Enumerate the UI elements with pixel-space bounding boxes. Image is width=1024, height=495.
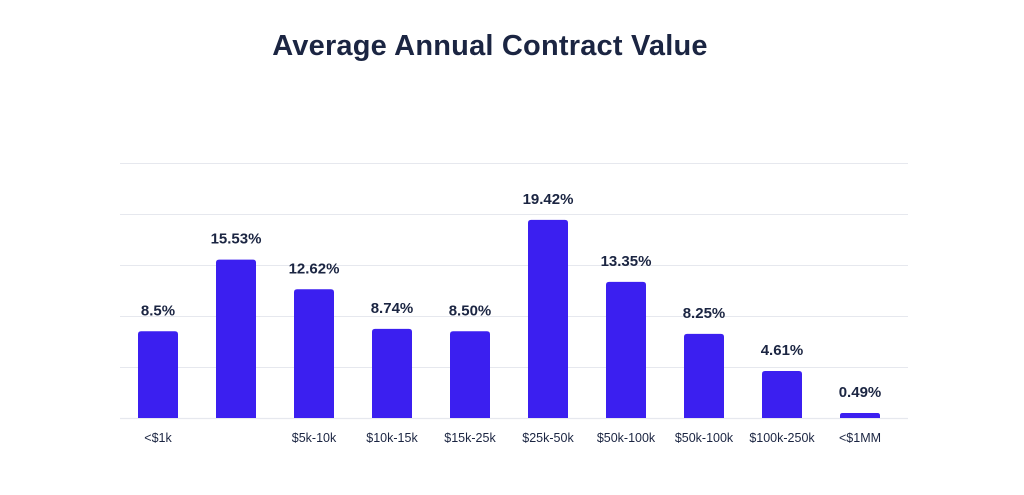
data-label: 8.25% — [683, 305, 726, 322]
bar — [450, 331, 490, 418]
data-labels: 8.5% 15.53% 12.62% 8.74% 8.50% 19.42% 13.35% 8.… — [141, 191, 881, 401]
x-tick-label: <$1k — [144, 431, 172, 445]
data-label: 0.49% — [839, 384, 882, 401]
data-label: 4.61% — [761, 342, 804, 359]
x-axis-ticks: <$1k $5k-10k $10k-15k $15k-25k $25k-50k $50k-… — [144, 431, 881, 445]
data-label: 15.53% — [211, 231, 262, 248]
bar — [684, 333, 724, 418]
bar — [762, 370, 802, 418]
x-tick-label: $100k-250k — [749, 431, 815, 445]
data-label: 8.50% — [449, 302, 492, 319]
x-tick-label: $15k-25k — [444, 431, 496, 445]
x-tick-label: $10k-15k — [366, 431, 418, 445]
x-tick-label: <$1MM — [839, 431, 881, 445]
data-label: 8.5% — [141, 302, 175, 319]
data-label: 19.42% — [523, 191, 574, 208]
data-label: 13.35% — [601, 253, 652, 270]
x-tick-label: $50k-100k — [597, 431, 656, 445]
x-tick-label: $50k-100k — [675, 431, 734, 445]
data-label: 12.62% — [289, 260, 340, 277]
x-tick-label: $5k-10k — [292, 431, 337, 445]
chart-title: Average Annual Contract Value — [272, 30, 708, 62]
bar — [372, 328, 412, 418]
bar — [216, 259, 256, 418]
bar — [606, 281, 646, 418]
bar — [528, 219, 568, 418]
bar — [840, 413, 880, 418]
bars — [138, 219, 880, 418]
bar — [294, 289, 334, 418]
data-label: 8.74% — [371, 300, 414, 317]
bar — [138, 331, 178, 418]
x-tick-label: $25k-50k — [522, 431, 574, 445]
